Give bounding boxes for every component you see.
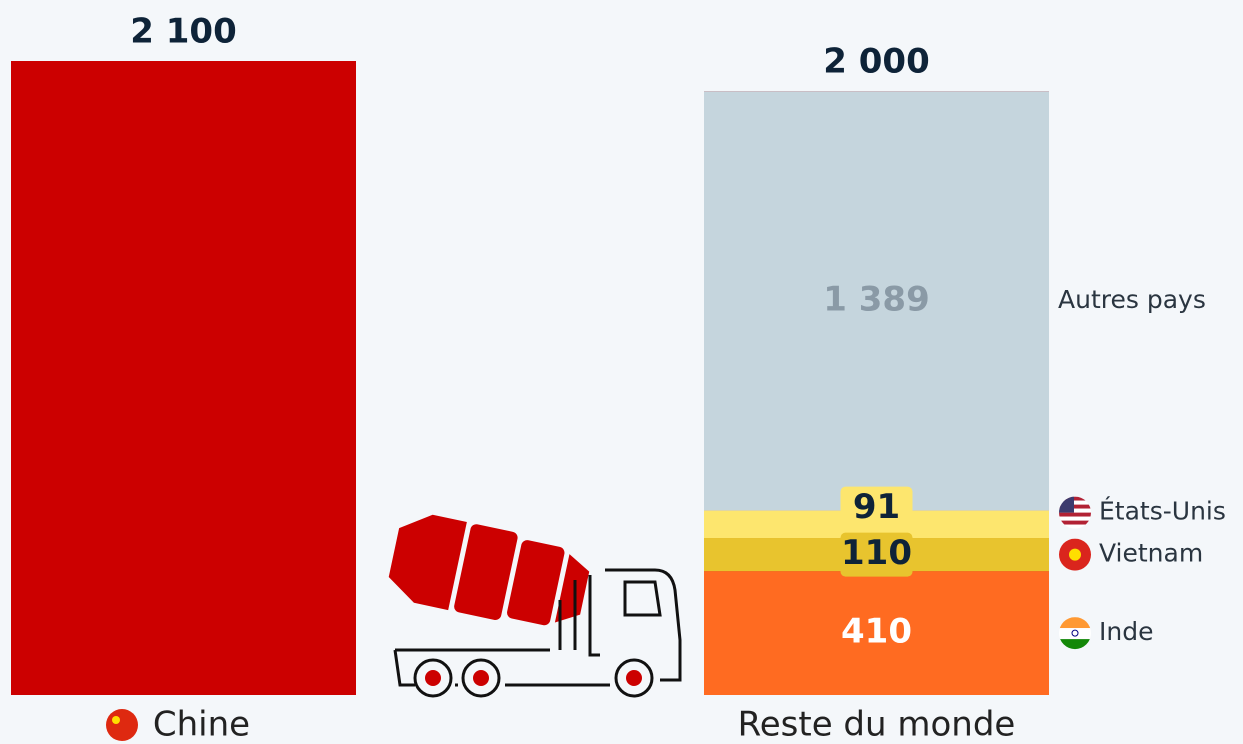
flag-icon [1059, 539, 1091, 571]
segment-value-label: 91 [853, 487, 900, 527]
bar [11, 61, 356, 695]
legend-label: États-Unis [1099, 497, 1226, 526]
flag-body [106, 709, 138, 741]
category-label: Chine [153, 705, 250, 744]
chart: 2 100 Chine 2 000 Reste du monde 410 Inde 110 V… [0, 0, 1243, 744]
flag-body [1059, 497, 1091, 529]
flag-icon [1059, 497, 1091, 529]
segment-value-label: 1 389 [823, 279, 929, 319]
legend-label: Vietnam [1099, 539, 1203, 568]
flag-star [112, 716, 120, 724]
legend-label: Autres pays [1058, 285, 1206, 314]
total-label: 2 100 [130, 12, 236, 52]
flag-field [106, 709, 138, 741]
flag-body [1059, 539, 1091, 571]
flag-stripe [1059, 513, 1091, 517]
flag-stripe [1059, 521, 1091, 525]
segment-value-label: 410 [841, 612, 912, 652]
total-label: 2 000 [823, 42, 929, 82]
segment-value-label: 110 [841, 533, 912, 573]
legend-label: Inde [1099, 617, 1153, 646]
category-label: Reste du monde [738, 705, 1016, 744]
flag-icon [106, 709, 138, 741]
flag-stripe [1059, 517, 1091, 521]
page: 2 100 Chine 2 000 Reste du monde 410 Inde 110 V… [0, 0, 1243, 744]
flag-star [1069, 549, 1081, 561]
